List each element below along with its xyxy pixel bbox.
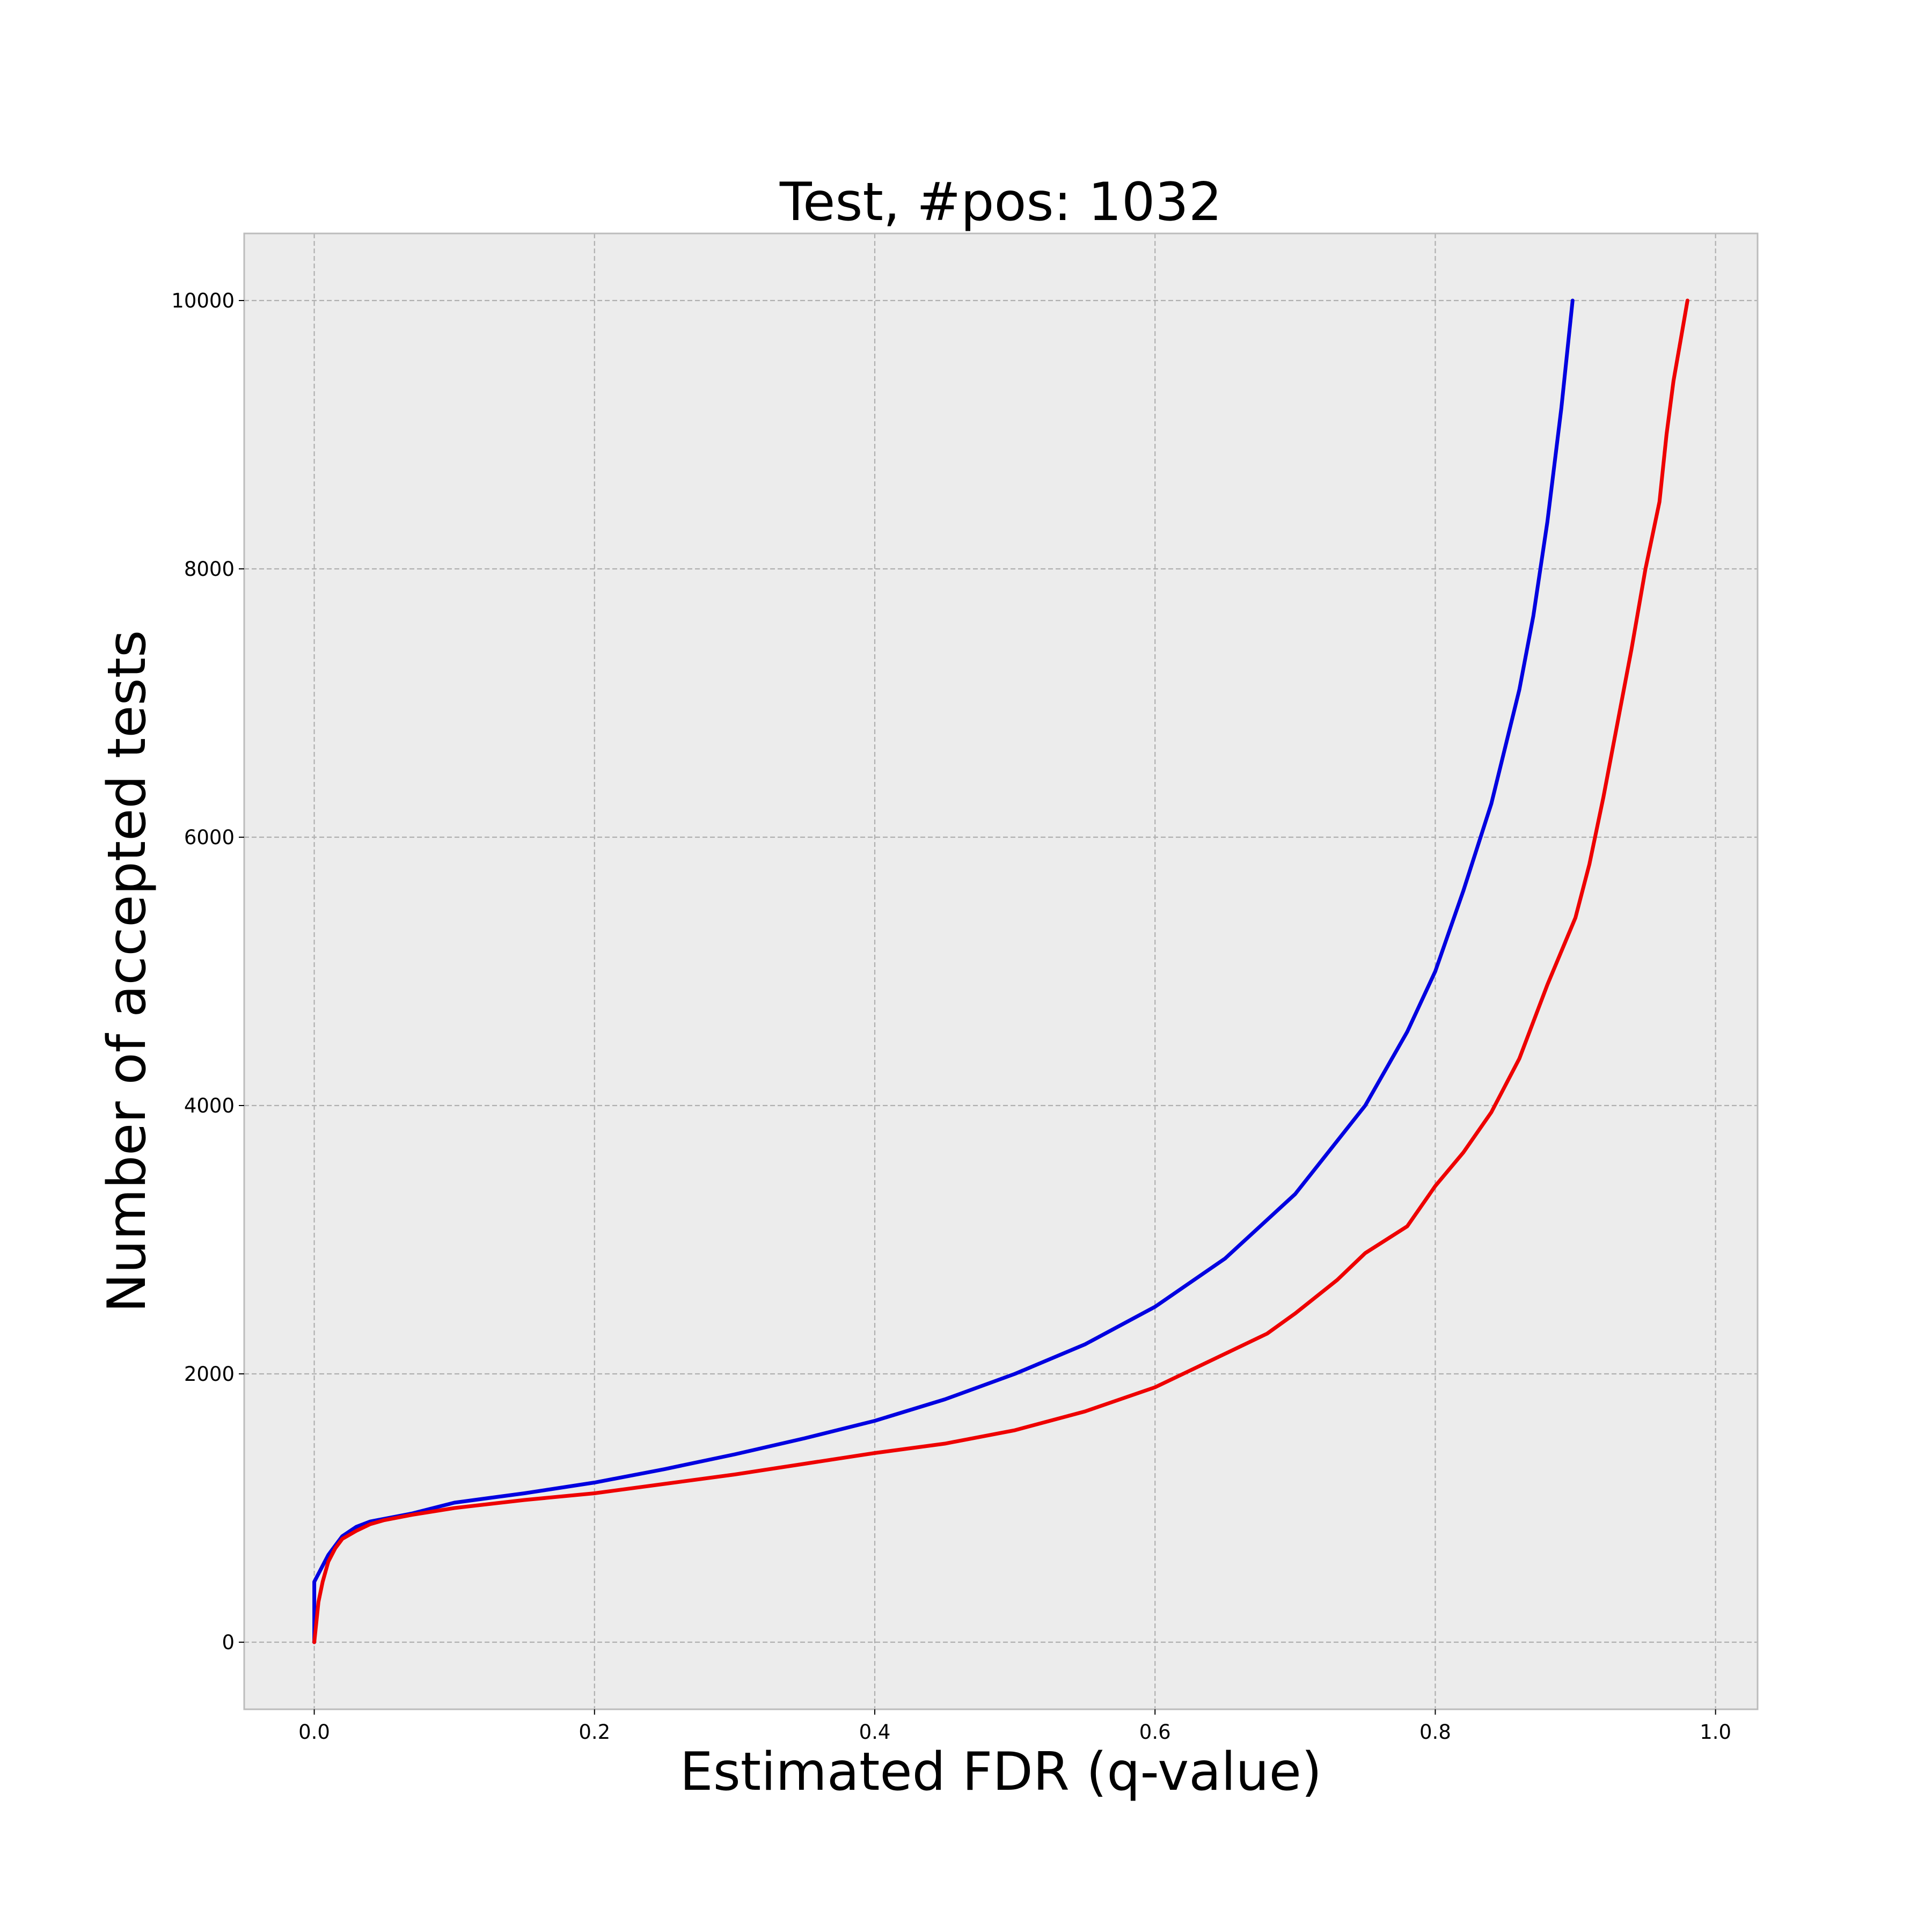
series-line-2 bbox=[312, 298, 1689, 1644]
y-tick-label: 0 bbox=[222, 1631, 235, 1654]
x-tick-label: 0.4 bbox=[859, 1721, 891, 1744]
y-tick-label: 4000 bbox=[184, 1094, 235, 1117]
y-tick-label: 2000 bbox=[184, 1363, 235, 1386]
grid bbox=[244, 233, 1758, 1709]
x-tick-label: 0.6 bbox=[1139, 1721, 1171, 1744]
plot-background bbox=[244, 233, 1758, 1709]
chart-title: Test, #pos: 1032 bbox=[779, 172, 1222, 233]
y-tick-label: 8000 bbox=[184, 558, 235, 581]
x-axis-label: Estimated FDR (q-value) bbox=[680, 1741, 1322, 1803]
plot-frame bbox=[243, 232, 1759, 1710]
x-tick-label: 0.0 bbox=[298, 1721, 330, 1744]
series-line-1 bbox=[312, 298, 1575, 1644]
ticks: 0.0 0.2 0.4 0.6 0.8 1.0 0 2000 4000 6000 8000 10000 bbox=[171, 289, 1731, 1744]
x-tick-label: 0.2 bbox=[579, 1721, 610, 1744]
series-group bbox=[312, 298, 1689, 1644]
y-tick-label: 6000 bbox=[184, 826, 235, 849]
y-axis-label: Number of accepted tests bbox=[97, 630, 158, 1313]
x-tick-label: 1.0 bbox=[1700, 1721, 1731, 1744]
x-tick-label: 0.8 bbox=[1419, 1721, 1451, 1744]
y-tick-label: 10000 bbox=[171, 289, 235, 312]
